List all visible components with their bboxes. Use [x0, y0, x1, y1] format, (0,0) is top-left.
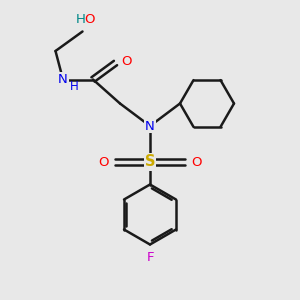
Text: O: O [191, 155, 202, 169]
Text: S: S [145, 154, 155, 169]
Text: H: H [76, 13, 86, 26]
Text: O: O [121, 55, 131, 68]
Text: O: O [84, 13, 95, 26]
Text: H: H [70, 80, 79, 94]
Text: O: O [98, 155, 109, 169]
Text: N: N [58, 73, 68, 86]
Text: N: N [145, 119, 155, 133]
Text: F: F [146, 251, 154, 264]
